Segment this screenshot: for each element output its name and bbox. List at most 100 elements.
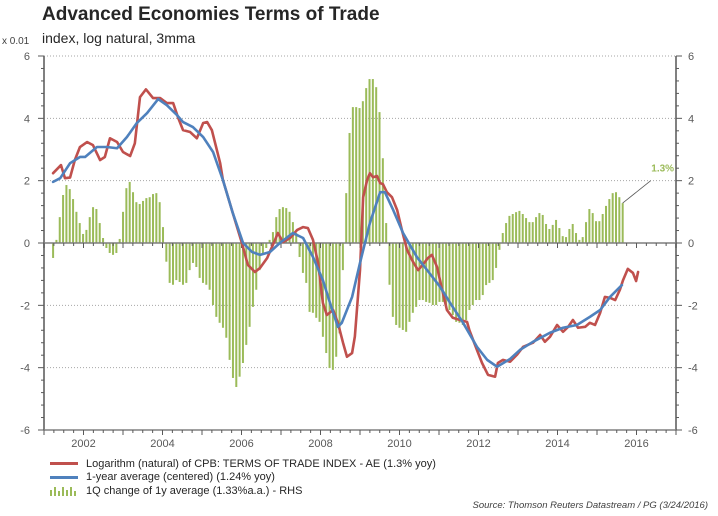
chart-subtitle: index, log natural, 3mma	[42, 30, 196, 46]
bar	[208, 243, 211, 290]
bar	[568, 228, 571, 243]
bar	[251, 243, 254, 307]
bar	[491, 243, 494, 281]
bar	[255, 243, 258, 290]
x-tick-label: 2004	[150, 438, 174, 450]
bar	[92, 207, 95, 243]
bar	[75, 211, 78, 243]
bar	[551, 224, 554, 243]
bar	[245, 243, 248, 345]
source-note: Source: Thomson Reuters Datastream / PG …	[472, 500, 709, 511]
bar	[178, 243, 181, 282]
bar	[298, 243, 301, 258]
bar	[281, 207, 284, 243]
bar	[181, 243, 184, 285]
bar	[62, 195, 65, 243]
bar	[538, 213, 541, 243]
bar	[448, 243, 451, 311]
bar	[401, 243, 404, 330]
line-series	[51, 88, 640, 379]
bar	[598, 221, 601, 243]
bar	[118, 238, 121, 243]
legend-label: Logarithm (natural) of CPB: TERMS OF TRA…	[86, 457, 436, 470]
callout-leader-line	[622, 180, 651, 204]
bar	[451, 243, 454, 315]
legend-item-log-index: Logarithm (natural) of CPB: TERMS OF TRA…	[48, 457, 436, 471]
y2-tick-label: -4	[688, 363, 698, 375]
bar	[555, 219, 558, 243]
bar	[128, 181, 131, 243]
bar	[148, 197, 151, 243]
y2-tick-label: -6	[688, 425, 698, 437]
bar	[102, 238, 105, 243]
legend-label: 1-year average (centered) (1.24% yoy)	[86, 471, 275, 484]
y-tick-label: 2	[24, 176, 30, 188]
bar	[108, 243, 111, 253]
bar	[515, 212, 518, 243]
legend-item-1y-average: 1-year average (centered) (1.24% yoy)	[48, 471, 436, 485]
bar	[52, 243, 55, 258]
bar	[478, 243, 481, 301]
bar	[218, 243, 221, 323]
y-tick-label: 6	[24, 51, 30, 63]
bar	[278, 209, 281, 243]
bar	[351, 107, 354, 243]
bar	[405, 243, 408, 332]
blue-line-swatch-icon	[48, 471, 78, 484]
bar	[461, 243, 464, 325]
bar	[365, 88, 368, 243]
y2-tick-label: 6	[688, 51, 694, 63]
bar	[138, 204, 141, 243]
y-tick-label: -6	[20, 425, 30, 437]
x-tick-label: 2014	[545, 438, 569, 450]
bar	[525, 218, 528, 243]
bar	[65, 185, 68, 243]
bar	[395, 243, 398, 325]
bar	[155, 193, 158, 243]
bar	[411, 243, 414, 313]
bar	[125, 188, 128, 243]
y-tick-label: 4	[24, 113, 30, 125]
bar	[415, 243, 418, 307]
bar	[225, 243, 228, 338]
y2-tick-label: -2	[688, 300, 698, 312]
bar	[241, 243, 244, 363]
bar	[135, 202, 138, 243]
bar	[601, 214, 604, 243]
bar	[368, 79, 371, 243]
bar	[315, 243, 318, 318]
y2-tick-label: 4	[688, 113, 694, 125]
bar	[581, 237, 584, 243]
bar	[615, 192, 618, 243]
bar	[268, 239, 271, 243]
bar	[122, 211, 125, 243]
bar	[78, 223, 81, 243]
bar	[441, 243, 444, 302]
bar	[305, 243, 308, 283]
bar	[335, 243, 338, 357]
bar	[88, 217, 91, 243]
one-year-average-line	[51, 97, 624, 369]
y2-tick-label: 0	[688, 238, 694, 250]
bar	[325, 243, 328, 354]
x-tick-label: 2016	[624, 438, 648, 450]
bar	[345, 193, 348, 243]
bar	[295, 233, 298, 243]
bar	[455, 243, 458, 322]
bar	[85, 229, 88, 243]
bar	[258, 243, 261, 271]
legend-item-1q-change: 1Q change of 1y average (1.33%a.a.) - RH…	[48, 484, 436, 498]
y-axis-unit-label: x 0.01	[2, 36, 30, 47]
bar	[585, 222, 588, 243]
bar	[185, 243, 188, 283]
x-tick-label: 2010	[387, 438, 411, 450]
bar	[158, 202, 161, 243]
x-tick-label: 2008	[308, 438, 332, 450]
bar	[595, 221, 598, 243]
bar	[608, 199, 611, 243]
bar	[391, 243, 394, 317]
bar	[435, 243, 438, 306]
bar	[561, 236, 564, 243]
bar	[191, 243, 194, 263]
